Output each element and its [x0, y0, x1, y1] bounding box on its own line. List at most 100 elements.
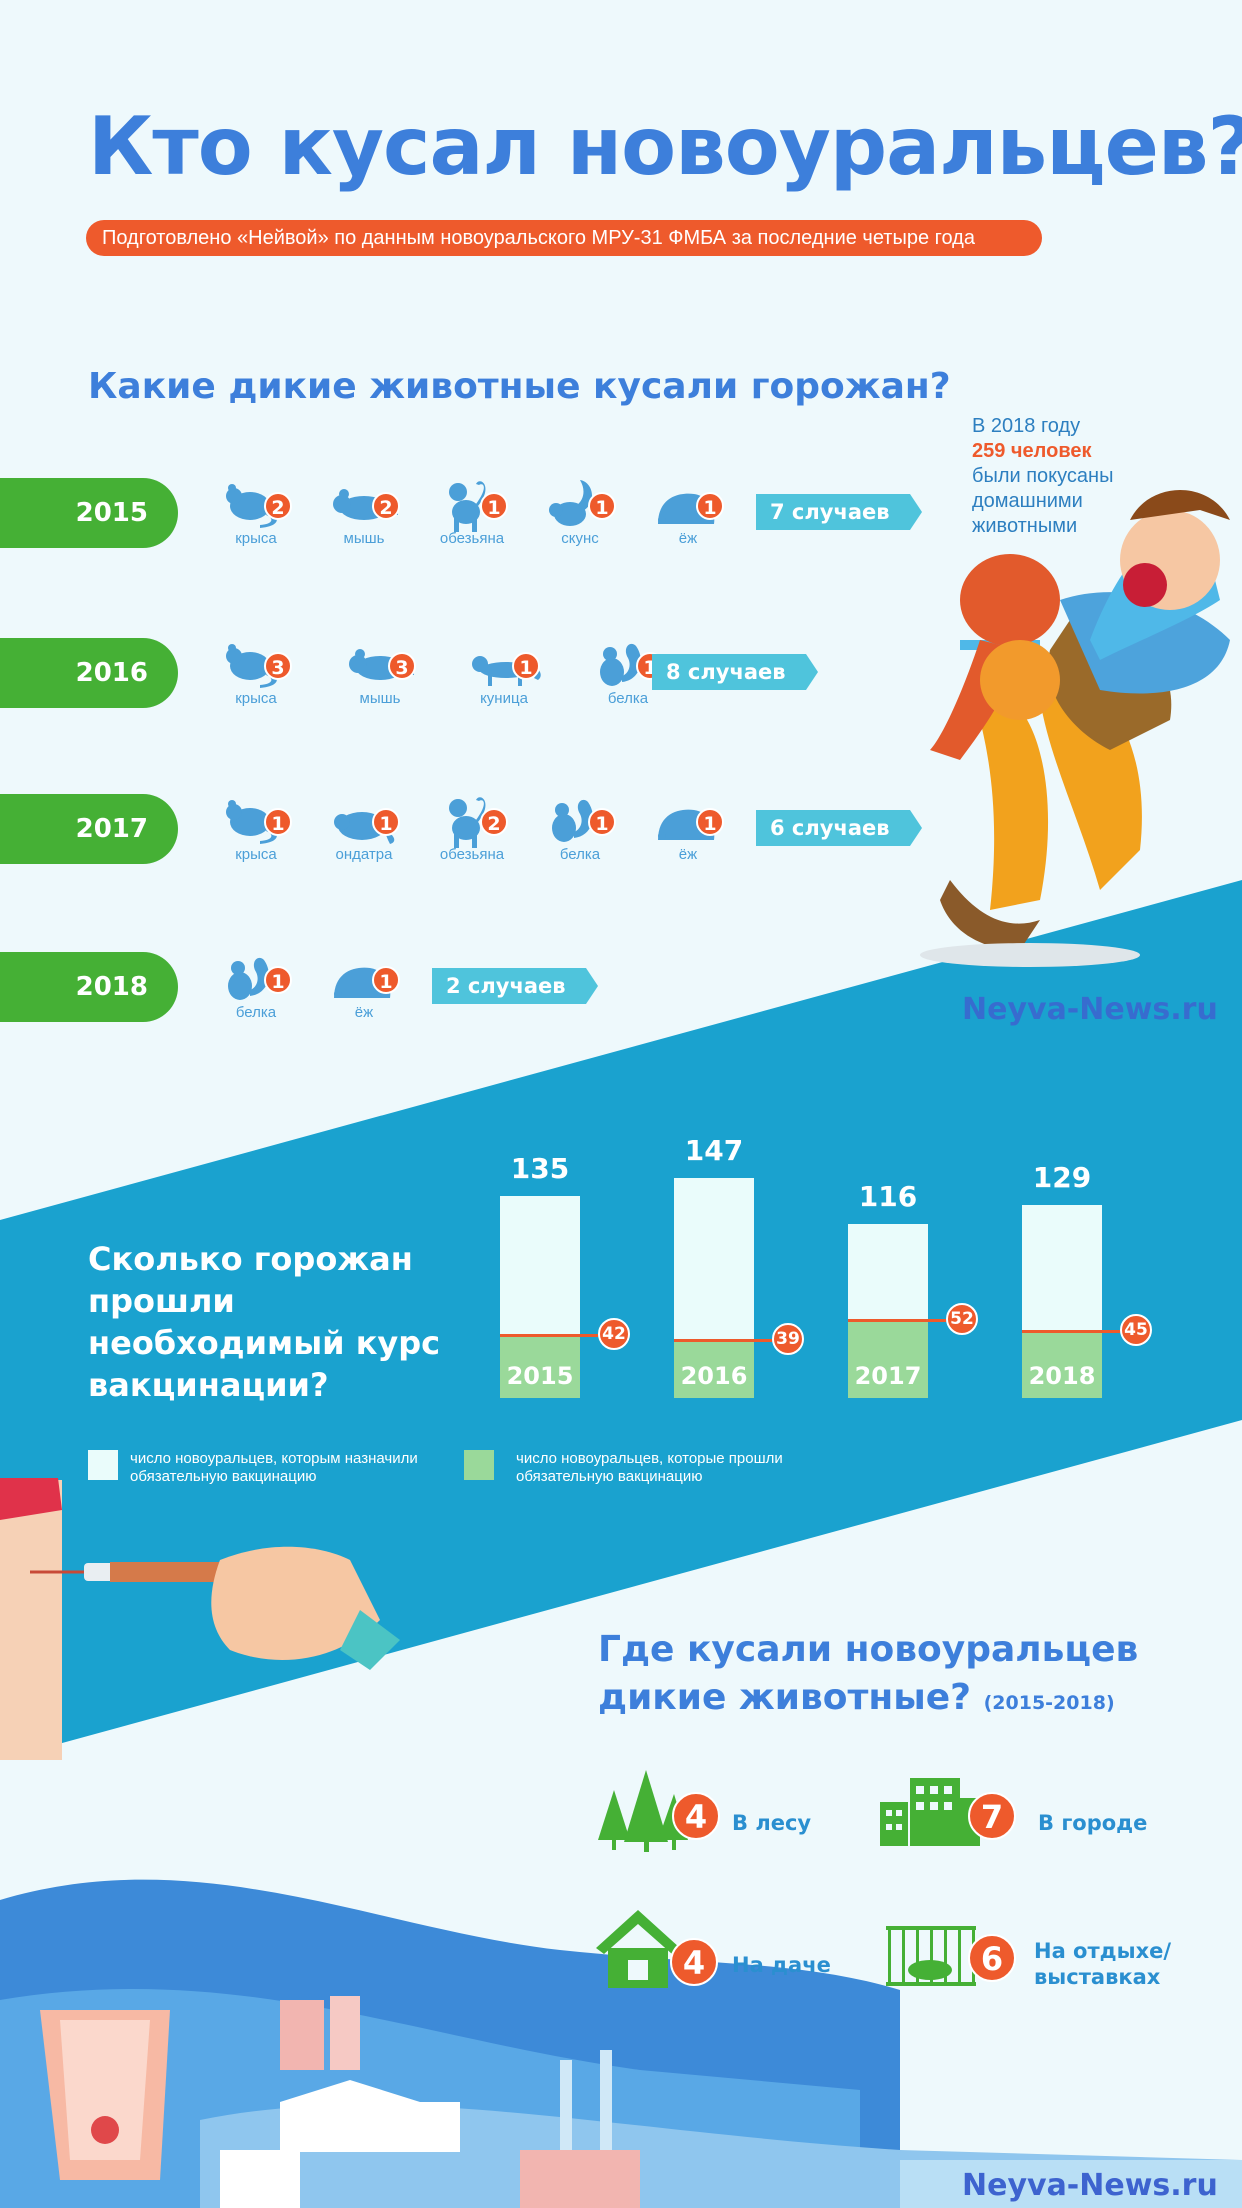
watermark-bottom: Neyva-News.ru [962, 2168, 1218, 2203]
animal-count: 1 [264, 966, 292, 994]
place-forest: 4 В лесу [596, 1770, 856, 1860]
vaccination-title-line: вакцинации? [88, 1366, 329, 1404]
animal-rat: 3 крыса [208, 632, 304, 722]
animal-mouse: 2 мышь [316, 472, 412, 562]
year-pill-2015: 2015 [0, 478, 178, 548]
animal-count: 2 [264, 492, 292, 520]
domestic-bites-note: В 2018 году 259 человек были покусаны до… [972, 414, 1113, 539]
squirrel-icon [552, 799, 593, 842]
place-label: На отдыхе/ выставках [1034, 1939, 1172, 1989]
cases-badge: 7 случаев [756, 494, 922, 530]
rat-icon [226, 800, 277, 844]
page-title: Кто кусал новоуральцев? [88, 100, 1242, 193]
year-pill-2016: 2016 [0, 638, 178, 708]
house-icon [596, 1910, 680, 1988]
animal-count: 3 [388, 652, 416, 680]
animal-count: 1 [372, 808, 400, 836]
place-exhibition: 6 На отдыхе/ выставках [886, 1920, 1216, 2010]
animal-name: обезьяна [439, 846, 505, 863]
animal-name: куница [480, 690, 528, 707]
legend-assigned-label: число новоуральцев, которым назначили об… [130, 1450, 418, 1485]
animal-name: крыса [235, 690, 277, 707]
cases-badge: 6 случаев [756, 810, 922, 846]
place-count: 6 [968, 1934, 1016, 1982]
animal-name: мышь [359, 690, 401, 707]
animal-name: белка [607, 690, 649, 707]
places-title: Где кусали новоуральцев дикие животные? … [598, 1626, 1138, 1727]
vaccination-title-line: необходимый курс [88, 1324, 441, 1362]
place-count: 4 [672, 1792, 720, 1840]
animal-rat: 1 крыса [208, 788, 304, 878]
place-city: 7 В городе [880, 1770, 1200, 1860]
year-pill-2018: 2018 [0, 952, 178, 1022]
watermark: Neyva-News.ru [962, 992, 1218, 1027]
wild-animals-title: Какие дикие животные кусали горожан? [88, 366, 951, 407]
animal-name: крыса [235, 846, 277, 863]
animal-name: крыса [235, 530, 277, 547]
places-period: (2015-2018) [983, 1692, 1115, 1714]
legend-assigned-swatch [88, 1450, 118, 1480]
animal-count: 3 [264, 652, 292, 680]
cases-badge: 2 случаев [432, 968, 598, 1004]
animal-squirrel: 1 белка [532, 788, 628, 878]
animal-name: ёж [354, 1004, 374, 1021]
animal-count: 2 [480, 808, 508, 836]
vaccination-title-line: Сколько горожан [88, 1240, 413, 1278]
animal-name: ёж [678, 530, 698, 547]
places-title-line: дикие животные? (2015-2018) [598, 1674, 1138, 1727]
place-count: 4 [670, 1938, 718, 1986]
animal-count: 1 [588, 492, 616, 520]
squirrel-icon [228, 957, 269, 1000]
animal-count: 1 [512, 652, 540, 680]
places-title-line: Где кусали новоуральцев [598, 1629, 1139, 1670]
cage-icon [886, 1926, 976, 1986]
place-dacha: 4 На даче [596, 1908, 856, 1998]
animal-rat: 2 крыса [208, 472, 304, 562]
place-label: В городе [1038, 1811, 1148, 1835]
animal-muskrat: 1 ондатра [316, 788, 412, 878]
note-line: домашними [972, 490, 1083, 512]
place-label: На даче [732, 1953, 831, 1977]
note-line: В 2018 году [972, 415, 1081, 437]
animal-name: белка [235, 1004, 277, 1021]
animal-count: 1 [696, 492, 724, 520]
animal-count: 1 [588, 808, 616, 836]
animal-monkey: 2 обезьяна [424, 788, 520, 878]
subtitle-banner: Подготовлено «Нейвой» по данным новоурал… [86, 220, 1042, 256]
vaccination-title-line: прошли [88, 1282, 235, 1320]
animal-name: обезьяна [439, 530, 505, 547]
animal-name: мышь [343, 530, 385, 547]
note-line: были покусаны [972, 465, 1114, 487]
animal-monkey: 1 обезьяна [424, 472, 520, 562]
note-highlight: 259 человек [972, 440, 1092, 462]
animal-count: 2 [372, 492, 400, 520]
animal-hedgehog: 1 ёж [640, 788, 736, 878]
animal-name: ондатра [335, 846, 393, 863]
monkey-icon [449, 797, 486, 848]
places-title-line2: дикие животные? [598, 1677, 972, 1718]
animal-count: 1 [372, 966, 400, 994]
animal-name: белка [559, 846, 601, 863]
legend-completed-label: число новоуральцев, которые прошли обяза… [516, 1450, 783, 1485]
place-count: 7 [968, 1792, 1016, 1840]
monkey-icon [449, 481, 486, 532]
animal-name: скунс [561, 530, 599, 547]
year-pill-2017: 2017 [0, 794, 178, 864]
animal-squirrel: 1 белка [208, 946, 304, 1036]
vaccination-title: Сколько горожан прошли необходимый курс … [88, 1238, 440, 1406]
animal-count: 1 [696, 808, 724, 836]
place-label: В лесу [732, 1811, 812, 1835]
squirrel-icon [600, 643, 641, 686]
animal-mouse: 3 мышь [332, 632, 428, 722]
animal-skunk: 1 скунс [532, 472, 628, 562]
animal-hedgehog: 1 ёж [640, 472, 736, 562]
note-line: животными [972, 515, 1078, 537]
animal-count: 1 [480, 492, 508, 520]
legend-completed-swatch [464, 1450, 494, 1480]
city-icon [880, 1778, 980, 1846]
cases-badge: 8 случаев [652, 654, 818, 690]
animal-count: 1 [264, 808, 292, 836]
animal-hedgehog: 1 ёж [316, 946, 412, 1036]
animal-squirrel: 1 белка [580, 632, 676, 722]
